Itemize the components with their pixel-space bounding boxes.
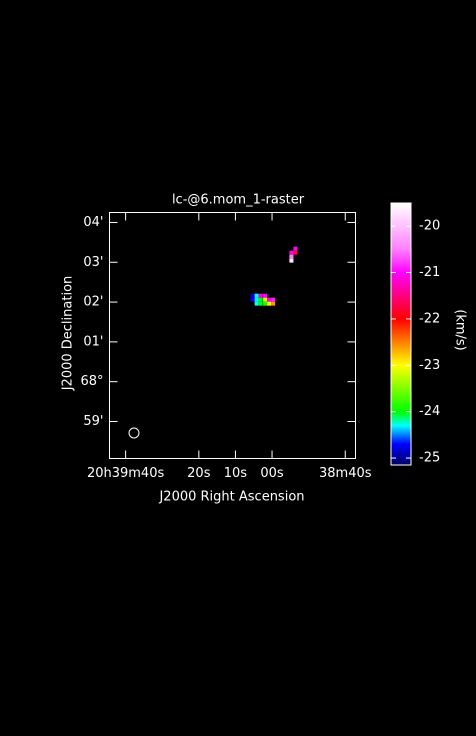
raster-pixel <box>267 297 272 302</box>
y-tick-label: 02' <box>83 295 103 310</box>
raster-pixel <box>250 297 255 302</box>
x-tick-label: 00s <box>260 466 284 481</box>
y-axis-label: J2000 Declination <box>61 276 76 392</box>
raster-pixel <box>254 293 259 298</box>
colorbar-tick-label: -21 <box>419 265 440 280</box>
colorbar <box>390 202 412 466</box>
raster-pixel <box>293 250 298 255</box>
raster-pixel <box>267 301 272 306</box>
colorbar-tick-label: -22 <box>419 311 440 326</box>
raster-pixel <box>271 297 276 302</box>
y-tick-label: 01' <box>83 334 103 349</box>
colorbar-label: (km/s) <box>453 309 468 351</box>
y-tick-label: 04' <box>83 215 103 230</box>
beam <box>128 427 140 439</box>
raster-pixel <box>258 301 263 306</box>
raster-pixel <box>289 250 294 255</box>
chart-title: lc-@6.mom_1-raster <box>172 193 305 208</box>
plot-frame <box>109 212 356 459</box>
x-axis-label: J2000 Right Ascension <box>158 490 304 505</box>
colorbar-tick-label: -25 <box>419 451 440 466</box>
raster-pixel <box>263 293 268 298</box>
y-tick-label: 03' <box>83 255 103 270</box>
raster-pixel <box>254 301 259 306</box>
raster-pixel <box>258 297 263 302</box>
x-tick-label: 38m40s <box>319 466 372 481</box>
raster-pixel <box>254 297 259 302</box>
y-tick-label: 59' <box>83 414 103 429</box>
raster-pixel <box>263 301 268 306</box>
raster-pixel <box>289 254 294 259</box>
raster-pixel <box>271 301 276 306</box>
x-tick-label: 10s <box>224 466 248 481</box>
raster-pixel <box>293 246 298 251</box>
x-tick-label: 20h39m40s <box>87 466 165 481</box>
raster-pixel <box>250 293 255 298</box>
raster-pixel <box>289 258 294 263</box>
colorbar-tick-label: -24 <box>419 404 440 419</box>
x-tick-label: 20s <box>187 466 211 481</box>
colorbar-tick-label: -23 <box>419 358 440 373</box>
y-tick-label: 68° <box>80 374 103 389</box>
raster-pixel <box>258 293 263 298</box>
raster-pixel <box>263 297 268 302</box>
colorbar-tick-label: -20 <box>419 219 440 234</box>
